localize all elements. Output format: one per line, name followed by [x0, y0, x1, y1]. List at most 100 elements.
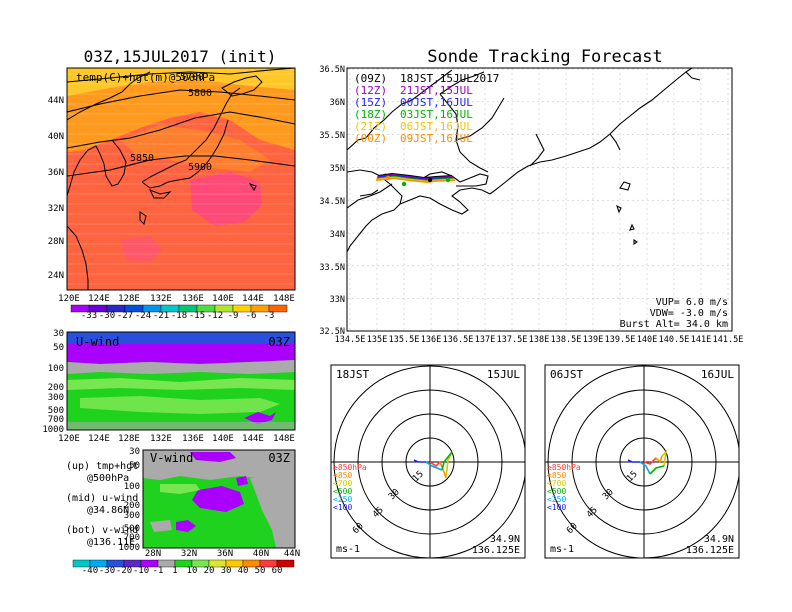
legend-note-head: (mid) u-wind [66, 493, 138, 504]
vwind-lat-tick: 36N [217, 549, 233, 559]
temp-lon-tick: 140E [212, 294, 234, 304]
legend-note-head: (up) tmp+hgt [66, 461, 138, 472]
hodograph-1-ring-label: 15 [411, 469, 426, 484]
track-stat-burst: Burst Alt= 34.0 km [620, 319, 728, 330]
track-lon-tick: 140.5E [659, 335, 690, 345]
contour-label-5850: 5850 [130, 153, 154, 164]
temp-lon-tick: 136E [182, 294, 204, 304]
track-lat-tick: 34N [330, 230, 345, 240]
uwind-p-tick: 500 [48, 406, 64, 416]
hodograph-2-level: <700 [547, 479, 566, 488]
track-coastlines [347, 68, 701, 253]
vwind-strat-gray [143, 450, 295, 480]
launch-time: 09JST,16JUL [400, 132, 473, 145]
track-lon-tick: 137E [475, 335, 495, 345]
temp-lat-tick: 36N [48, 168, 64, 178]
hodograph-1-lat: 34.9N [490, 534, 520, 545]
temp-lat-tick: 44N [48, 96, 64, 106]
vwind-light-green [160, 484, 200, 494]
hodograph-1-level: <100 [333, 503, 352, 512]
track-stat-vdw: VDW= -3.0 m/s [650, 308, 728, 319]
uwind-p-tick: 700 [48, 415, 64, 425]
hodograph-2-lon: 136.125E [686, 545, 734, 556]
temp-grid-lines [67, 73, 295, 285]
track-lat-tick: 34.5N [319, 197, 345, 207]
hodograph-1-level: <850 [333, 471, 352, 480]
hodograph-2-lat: 34.9N [704, 534, 734, 545]
uwind-lon-tick: 120E [58, 434, 80, 444]
hodograph-2-time: 06JST [550, 368, 583, 381]
wind-colorbar-label: 1 [172, 566, 177, 576]
hodograph-1-time: 18JST [336, 368, 369, 381]
uwind-lon-tick: 124E [88, 434, 110, 444]
uwind-p-tick: 30 [53, 329, 64, 339]
uwind-lower-green [80, 396, 280, 414]
hodograph-2-level: <500 [547, 487, 566, 496]
vwind-gray-low [150, 520, 172, 532]
uwind-strat-purple [67, 344, 295, 364]
sonde-track-line [377, 173, 453, 180]
uwind-lon-tick: 148E [273, 434, 295, 444]
uwind-ground-band [67, 422, 295, 430]
temp-colorbar-label: -24 [135, 311, 151, 321]
sonde-landing-point [445, 177, 451, 183]
temp-lon-tick: 128E [118, 294, 140, 304]
track-lat-tick: 33N [330, 295, 345, 305]
uwind-time: 03Z [268, 335, 290, 349]
temp-colorbar-label: -27 [117, 311, 133, 321]
uwind-p-tick: 100 [48, 364, 64, 374]
temp-field-mid [120, 125, 270, 172]
track-map-frame [346, 67, 733, 332]
track-stat-vup: VUP= 6.0 m/s [656, 297, 728, 308]
wind-colorbar-label: 40 [238, 566, 249, 576]
track-lat-tick: 33.5N [319, 263, 345, 273]
temp-colorbar-label: -12 [207, 311, 223, 321]
track-lat-tick: 36.5N [319, 65, 345, 75]
temp-colorbar-swatch [268, 304, 288, 313]
track-map: (09Z) 18JST,15JUL2017 (12Z) 21JST,15JUL … [319, 65, 743, 345]
uwind-upper-green [67, 378, 295, 390]
legend-note-sub: @34.86N [87, 505, 129, 516]
track-lat-tick: 32.5N [319, 327, 345, 337]
vwind-p-tick: 700 [124, 533, 140, 543]
temp-lon-tick: 124E [88, 294, 110, 304]
launch-code: (18Z) [354, 108, 387, 121]
launch-code: (15Z) [354, 96, 387, 109]
temp-colorbar-label: -15 [189, 311, 205, 321]
sonde-track-line [377, 173, 453, 179]
hodograph-2-level: ≥850hPa [547, 463, 581, 472]
sonde-tracks [375, 173, 456, 187]
height-contours [67, 68, 295, 177]
sonde-track-line [375, 177, 456, 183]
launch-code: (09Z) [354, 72, 387, 85]
track-lat-tick: 35.5N [319, 131, 345, 141]
hodograph-2-date: 16JUL [701, 368, 734, 381]
uwind-light-band [67, 360, 295, 374]
track-lon-tick: 136E [421, 335, 441, 345]
wind-colorbar-label: -10 [133, 566, 149, 576]
uwind-lon-tick: 136E [182, 434, 204, 444]
vwind-purple-low [176, 520, 196, 532]
vwind-p-tick: 1000 [118, 543, 140, 553]
track-grid [347, 68, 732, 331]
vwind-gray-right [250, 478, 295, 548]
hodograph-2-ring-label: 45 [585, 505, 600, 520]
uwind-p-tick: 200 [48, 383, 64, 393]
temp-lat-tick: 28N [48, 237, 64, 247]
vwind-p-tick: 300 [124, 511, 140, 521]
temp-colorbar-label: -33 [81, 311, 97, 321]
hodograph-2-level: <100 [547, 503, 566, 512]
wind-colorbar [72, 559, 295, 568]
temp-colorbar-label: -30 [99, 311, 115, 321]
track-lon-tick: 139.5E [605, 335, 636, 345]
vwind-p-tick: 200 [124, 501, 140, 511]
sonde-track-line [377, 174, 454, 181]
wind-colorbar-label: 50 [255, 566, 266, 576]
wind-colorbar-swatch [276, 559, 295, 568]
temp-colorbar-label: -9 [228, 311, 239, 321]
legend-note-head: (bot) v-wind [66, 525, 138, 536]
uwind-lon-tick: 128E [118, 434, 140, 444]
launch-time: 18JST,15JUL2017 [400, 72, 499, 85]
vwind-lat-tick: 40N [253, 549, 269, 559]
